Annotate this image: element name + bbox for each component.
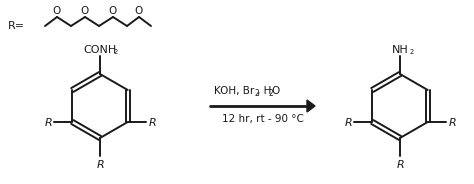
Text: 2: 2 — [268, 89, 273, 98]
Text: $R$: $R$ — [396, 158, 404, 170]
Text: $R$: $R$ — [448, 116, 456, 128]
Text: $R$: $R$ — [148, 116, 156, 128]
Polygon shape — [307, 100, 315, 112]
Text: KOH, Br: KOH, Br — [214, 86, 255, 96]
Text: O: O — [81, 6, 89, 15]
Text: $R$: $R$ — [344, 116, 352, 128]
Text: $_2$: $_2$ — [113, 47, 118, 57]
Text: $R$: $R$ — [96, 158, 104, 170]
Text: 12 hr, rt - 90 °C: 12 hr, rt - 90 °C — [221, 114, 303, 124]
Text: O: O — [109, 6, 117, 15]
Text: 2: 2 — [255, 89, 259, 98]
Text: R=: R= — [8, 21, 25, 31]
Text: $_2$: $_2$ — [409, 47, 415, 57]
Text: , H: , H — [257, 86, 272, 96]
Text: NH: NH — [392, 45, 409, 55]
Text: CONH: CONH — [83, 45, 117, 55]
Text: O: O — [53, 6, 61, 15]
Text: O: O — [272, 86, 280, 96]
Text: $R$: $R$ — [44, 116, 52, 128]
Text: O: O — [135, 6, 143, 15]
